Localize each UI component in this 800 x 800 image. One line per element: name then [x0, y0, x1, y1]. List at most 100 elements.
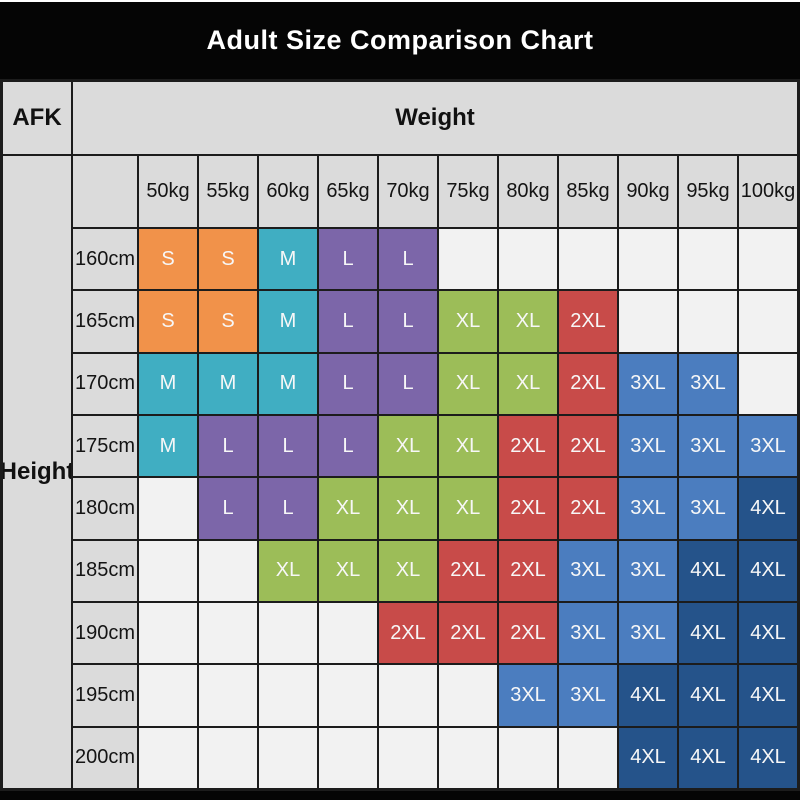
- empty-cell: [738, 352, 798, 415]
- empty-cell: [438, 228, 498, 291]
- height-row-label: 180cm: [72, 477, 138, 540]
- size-cell: M: [258, 228, 318, 291]
- size-cell: 4XL: [678, 539, 738, 602]
- size-cell: 3XL: [498, 664, 558, 727]
- height-row-label: 200cm: [72, 726, 138, 789]
- empty-cell: [438, 726, 498, 789]
- size-cell: 4XL: [618, 726, 678, 789]
- empty-cell: [438, 664, 498, 727]
- size-cell: 3XL: [618, 601, 678, 665]
- size-cell: 4XL: [738, 664, 798, 727]
- weight-axis-header: Weight: [72, 81, 798, 155]
- empty-cell: [138, 664, 198, 727]
- size-cell: L: [378, 290, 438, 353]
- size-cell: L: [318, 290, 378, 353]
- size-cell: 4XL: [738, 477, 798, 540]
- weight-column-header: 55kg: [198, 155, 258, 228]
- empty-cell: [678, 228, 738, 291]
- size-cell: M: [258, 352, 318, 415]
- size-cell: XL: [438, 477, 498, 540]
- weight-column-header: 90kg: [618, 155, 678, 228]
- size-cell: 2XL: [558, 290, 618, 353]
- size-cell: 2XL: [498, 601, 558, 665]
- size-cell: L: [198, 414, 258, 478]
- size-cell: 3XL: [618, 477, 678, 540]
- height-row-label: 165cm: [72, 290, 138, 353]
- size-cell: XL: [318, 477, 378, 540]
- empty-cell: [258, 601, 318, 665]
- size-cell: XL: [378, 539, 438, 602]
- size-cell: S: [138, 228, 198, 291]
- size-cell: L: [198, 477, 258, 540]
- size-cell: 4XL: [618, 664, 678, 727]
- size-cell: XL: [498, 290, 558, 353]
- empty-cell: [198, 726, 258, 789]
- weight-column-header: 70kg: [378, 155, 438, 228]
- size-cell: XL: [438, 352, 498, 415]
- empty-cell: [738, 290, 798, 353]
- empty-cell: [258, 664, 318, 727]
- empty-cell: [498, 228, 558, 291]
- size-cell: 4XL: [738, 726, 798, 789]
- empty-cell: [138, 601, 198, 665]
- size-cell: XL: [438, 290, 498, 353]
- size-cell: XL: [438, 414, 498, 478]
- size-cell: XL: [258, 539, 318, 602]
- empty-cell: [678, 290, 738, 353]
- size-cell: 2XL: [438, 539, 498, 602]
- size-cell: 2XL: [498, 539, 558, 602]
- size-cell: L: [378, 228, 438, 291]
- size-cell: 2XL: [558, 414, 618, 478]
- size-cell: 2XL: [378, 601, 438, 665]
- size-cell: 4XL: [678, 664, 738, 727]
- size-cell: 2XL: [498, 414, 558, 478]
- empty-cell: [138, 477, 198, 540]
- empty-cell: [138, 539, 198, 602]
- height-row-label: 170cm: [72, 352, 138, 415]
- bottom-black-strip: [0, 791, 800, 800]
- size-cell: L: [318, 352, 378, 415]
- size-cell: 3XL: [678, 414, 738, 478]
- size-cell: 4XL: [738, 601, 798, 665]
- size-cell: 3XL: [738, 414, 798, 478]
- corner-brand-label: AFK: [2, 81, 72, 155]
- empty-cell: [318, 664, 378, 727]
- height-row-label: 185cm: [72, 539, 138, 602]
- size-cell: L: [318, 228, 378, 291]
- chart-title: Adult Size Comparison Chart: [206, 25, 594, 55]
- empty-cell: [138, 726, 198, 789]
- size-cell: M: [198, 352, 258, 415]
- weight-column-header: 80kg: [498, 155, 558, 228]
- size-cell: 3XL: [618, 414, 678, 478]
- weight-column-header: 85kg: [558, 155, 618, 228]
- weight-column-header: 100kg: [738, 155, 798, 228]
- size-cell: 3XL: [618, 352, 678, 415]
- empty-cell: [498, 726, 558, 789]
- size-cell: 3XL: [558, 664, 618, 727]
- size-cell: S: [138, 290, 198, 353]
- size-cell: XL: [318, 539, 378, 602]
- size-cell: 2XL: [558, 477, 618, 540]
- size-cell: M: [138, 352, 198, 415]
- size-cell: 2XL: [438, 601, 498, 665]
- empty-cell: [318, 726, 378, 789]
- size-cell: 4XL: [738, 539, 798, 602]
- size-cell: 3XL: [678, 352, 738, 415]
- empty-cell: [198, 601, 258, 665]
- size-cell: M: [138, 414, 198, 478]
- size-cell: 3XL: [618, 539, 678, 602]
- size-cell: L: [258, 477, 318, 540]
- size-cell: 3XL: [678, 477, 738, 540]
- top-white-strip: [0, 0, 800, 2]
- empty-cell: [378, 726, 438, 789]
- size-table: AFK Weight Height 50kg 55kg 60kg 65kg 70kg 75…: [0, 79, 800, 791]
- empty-cell: [198, 664, 258, 727]
- height-row-label: 190cm: [72, 601, 138, 665]
- size-cell: 4XL: [678, 726, 738, 789]
- size-cell: S: [198, 290, 258, 353]
- empty-cell: [618, 228, 678, 291]
- size-cell: 3XL: [558, 601, 618, 665]
- height-axis-header: Height: [2, 155, 72, 789]
- size-cell: S: [198, 228, 258, 291]
